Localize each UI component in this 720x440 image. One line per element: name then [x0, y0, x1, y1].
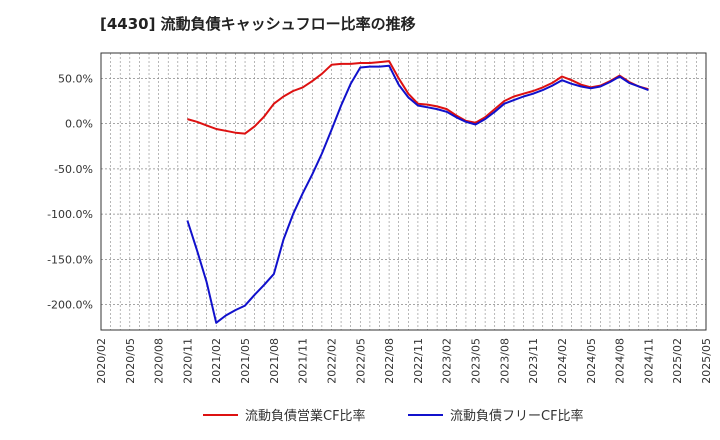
- x-tick-label: 2024/08: [614, 338, 627, 384]
- grid: [100, 53, 707, 330]
- x-tick-label: 2021/08: [268, 338, 281, 384]
- x-tick-label: 2024/11: [642, 338, 655, 384]
- x-tick-label: 2021/05: [239, 338, 252, 384]
- x-tick-label: 2022/08: [383, 338, 396, 384]
- series-line-operating-cf: [187, 60, 649, 135]
- plot-area: [100, 52, 707, 331]
- x-tick-label: 2025/05: [700, 338, 713, 384]
- x-tick-label: 2024/05: [585, 338, 598, 384]
- legend-label-free-cf: 流動負債フリーCF比率: [450, 408, 584, 424]
- x-tick-label: 2022/05: [354, 338, 367, 384]
- legend: 流動負債営業CF比率 流動負債フリーCF比率: [203, 408, 584, 424]
- x-tick-label: 2022/02: [325, 338, 338, 384]
- legend-label-operating-cf: 流動負債営業CF比率: [245, 408, 366, 424]
- y-tick-label: 50.0%: [58, 72, 93, 85]
- x-tick-label: 2020/02: [95, 338, 108, 384]
- x-tick-label: 2021/11: [297, 338, 310, 384]
- x-tick-label: 2020/11: [181, 338, 194, 384]
- x-tick-label: 2020/05: [124, 338, 137, 384]
- y-tick-label: -50.0%: [54, 163, 93, 176]
- x-tick-label: 2023/08: [498, 338, 511, 384]
- x-tick-label: 2020/08: [153, 338, 166, 384]
- y-tick-label: -200.0%: [47, 299, 93, 312]
- chart-title: [4430] 流動負債キャッシュフロー比率の推移: [100, 15, 416, 33]
- x-tick-label: 2022/11: [412, 338, 425, 384]
- x-axis: 2020/02 2020/05 2020/08 2020/11 2021/02 2021/…: [95, 338, 713, 384]
- y-tick-label: -150.0%: [47, 253, 93, 266]
- x-tick-label: 2024/02: [556, 338, 569, 384]
- y-tick-label: 0.0%: [65, 118, 93, 131]
- y-axis: 50.0% 0.0% -50.0% -100.0% -150.0% -200.0%: [47, 72, 93, 311]
- x-tick-label: 2023/11: [527, 338, 540, 384]
- x-tick-label: 2025/02: [671, 338, 684, 384]
- x-tick-label: 2023/02: [441, 338, 454, 384]
- x-tick-label: 2023/05: [470, 338, 483, 384]
- x-tick-label: 2021/02: [210, 338, 223, 384]
- series-line-free-cf: [186, 64, 649, 324]
- series-group: [186, 60, 649, 324]
- y-tick-label: -100.0%: [47, 208, 93, 221]
